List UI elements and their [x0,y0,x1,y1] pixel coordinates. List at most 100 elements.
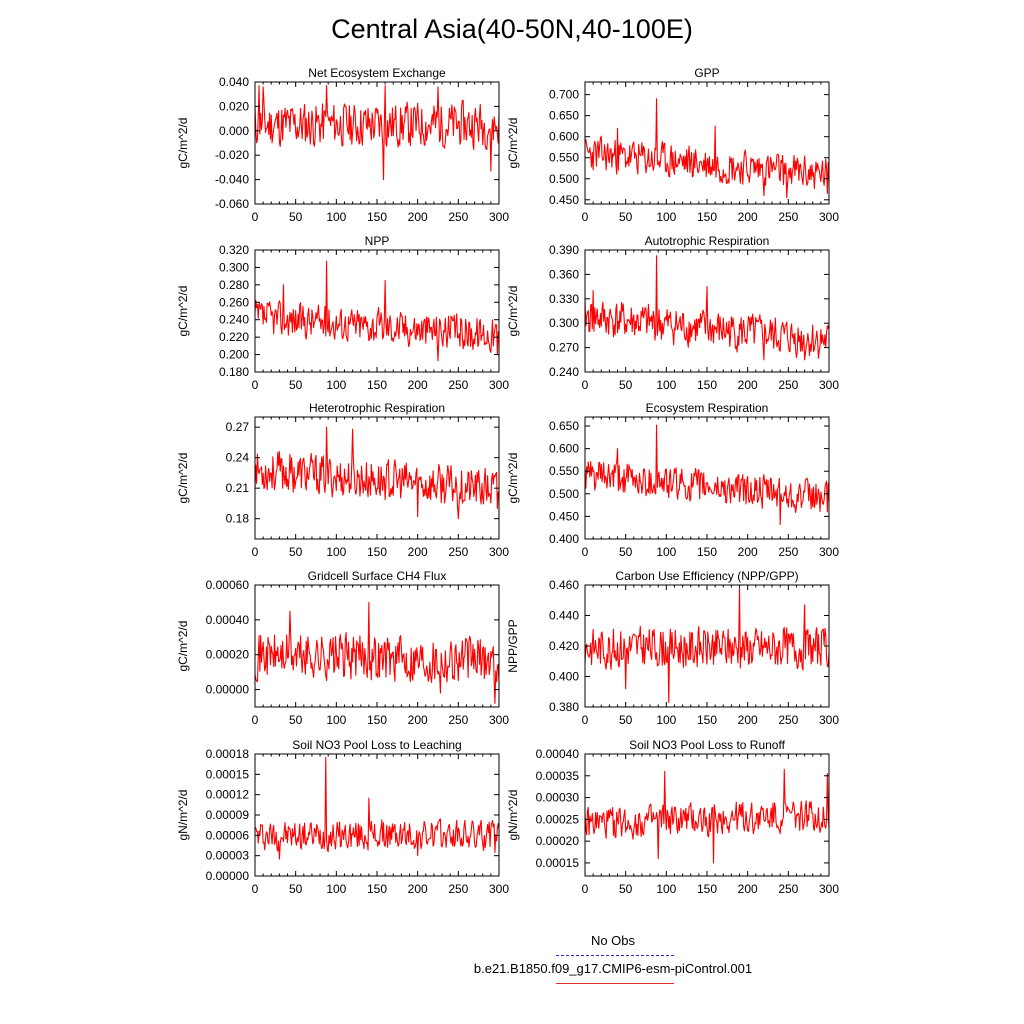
x-tick-label: 200 [408,882,428,896]
x-tick-label: 0 [252,713,259,727]
x-tick-label: 300 [489,378,509,392]
panel-title: Autotrophic Respiration [645,234,770,248]
y-tick-label: -0.060 [215,197,249,211]
y-tick-label: 0.00003 [206,849,250,863]
y-tick-label: 0.380 [549,700,579,714]
y-tick-label: 0.450 [549,193,579,207]
x-tick-label: 300 [489,882,509,896]
y-tick-label: 0.550 [549,151,579,165]
x-tick-label: 300 [819,210,839,224]
x-tick-label: 0 [582,713,589,727]
y-tick-label: 0.020 [219,99,249,113]
x-tick-label: 100 [326,210,346,224]
y-tick-label: 0.400 [549,532,579,546]
page-title: Central Asia(40-50N,40-100E) [331,14,693,44]
y-tick-label: 0.400 [549,670,579,684]
x-tick-label: 50 [289,713,303,727]
x-tick-label: 150 [367,545,387,559]
y-axis-label: gC/m^2/d [176,118,190,169]
x-tick-label: 200 [738,713,758,727]
x-tick-label: 100 [656,713,676,727]
x-tick-label: 0 [252,378,259,392]
x-tick-label: 0 [252,210,259,224]
y-axis-label: gC/m^2/d [506,453,520,504]
y-tick-label: 0.00000 [206,683,250,697]
x-tick-label: 0 [582,210,589,224]
chart-panel-8: Carbon Use Efficiency (NPP/GPP) NPP/GPP 0 5… [506,569,839,727]
legend-case-label: b.e21.B1850.f09_g17.CMIP6-esm-piControl.… [473,961,753,976]
x-tick-label: 100 [326,378,346,392]
x-tick-label: 50 [289,378,303,392]
x-tick-label: 100 [656,882,676,896]
y-axis-label: NPP/GPP [506,619,520,672]
series-line [254,85,500,181]
y-tick-label: 0.330 [549,292,579,306]
plot-frame [584,416,830,540]
x-tick-label: 0 [582,378,589,392]
y-tick-label: 0.390 [549,243,579,257]
y-tick-label: 0.440 [549,609,579,623]
plot-frame [254,249,500,373]
x-tick-label: 250 [448,210,468,224]
series-line [584,255,830,361]
y-tick-label: 0.00040 [536,747,580,761]
x-tick-label: 150 [367,210,387,224]
chart-panel-1: Net Ecosystem Exchange gC/m^2/d 0 50 100 150 2… [176,66,509,224]
y-tick-label: 0.240 [549,365,579,379]
y-axis-label: gC/m^2/d [506,286,520,337]
panel-title: Carbon Use Efficiency (NPP/GPP) [615,569,798,583]
y-tick-label: 0.500 [549,172,579,186]
y-tick-label: 0.300 [549,316,579,330]
y-tick-label: 0.18 [226,512,250,526]
x-tick-label: 150 [697,210,717,224]
x-tick-label: 250 [778,545,798,559]
x-tick-label: 150 [367,713,387,727]
y-tick-label: 0.00020 [206,648,250,662]
y-tick-label: 0.180 [219,365,249,379]
series-line [254,756,500,860]
y-tick-label: 0.00015 [206,767,250,781]
x-tick-label: 0 [252,882,259,896]
x-tick-label: 50 [619,210,633,224]
x-tick-label: 150 [367,378,387,392]
legend-obs-line [556,955,674,956]
panel-title: Gridcell Surface CH4 Flux [308,569,447,583]
y-tick-label: 0.320 [219,243,249,257]
x-tick-label: 50 [619,545,633,559]
y-tick-label: 0.21 [226,481,250,495]
y-tick-label: -0.020 [215,148,249,162]
series-line [584,424,830,526]
panel-title: Soil NO3 Pool Loss to Runoff [629,738,786,752]
y-tick-label: 0.27 [226,420,250,434]
x-tick-label: 250 [778,210,798,224]
y-tick-label: 0.550 [549,464,579,478]
x-tick-label: 50 [289,545,303,559]
x-tick-label: 300 [819,545,839,559]
panel-title: Soil NO3 Pool Loss to Leaching [292,738,461,752]
series-line [584,587,830,703]
chart-panel-3: NPP gC/m^2/d 0 50 100 150 200 250 300 0.180 0.200 0… [176,234,509,392]
y-tick-label: 0.040 [219,75,249,89]
y-tick-label: 0.260 [219,295,249,309]
y-axis-label: gC/m^2/d [176,621,190,672]
x-tick-label: 50 [619,882,633,896]
x-tick-label: 300 [819,882,839,896]
x-tick-label: 0 [582,545,589,559]
y-tick-label: 0.270 [549,341,579,355]
chart-panel-4: Autotrophic Respiration gC/m^2/d 0 50 100 150… [506,234,839,392]
x-tick-label: 250 [778,882,798,896]
series-line [584,768,830,864]
x-tick-label: 200 [738,210,758,224]
plot-frame [584,81,830,205]
chart-panel-5: Heterotrophic Respiration gC/m^2/d 0 50 100 1… [176,401,509,559]
y-tick-label: -0.040 [215,173,249,187]
y-tick-label: 0.650 [549,419,579,433]
x-tick-label: 100 [656,378,676,392]
x-tick-label: 300 [489,545,509,559]
x-tick-label: 200 [408,378,428,392]
x-tick-label: 200 [738,545,758,559]
series-line [254,601,500,705]
y-tick-label: 0.00030 [536,791,580,805]
x-tick-label: 50 [289,210,303,224]
